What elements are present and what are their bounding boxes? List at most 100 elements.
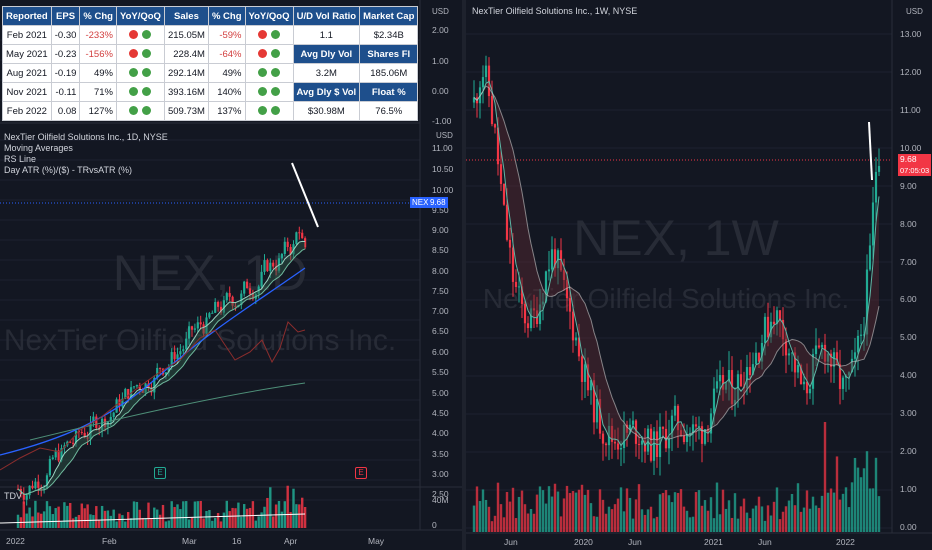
candle-body <box>523 303 527 324</box>
left-chart-pane[interactable]: NEX, 1D NexTier Oilfield Solutions Inc. US… <box>0 0 462 550</box>
sales-change-cell: 140% <box>207 82 246 102</box>
candle-body <box>745 367 749 389</box>
candle-body <box>622 424 626 449</box>
candle-body <box>214 301 217 313</box>
candle-body <box>48 459 51 476</box>
chart-title[interactable]: NexTier Oilfield Solutions Inc., 1W, NYS… <box>472 6 638 16</box>
volume-bar <box>478 501 482 532</box>
volume-bar <box>499 504 503 532</box>
volume-bar <box>805 490 809 532</box>
volume-bar <box>814 505 818 532</box>
candle-body <box>637 443 641 445</box>
volume-bar <box>655 516 659 532</box>
volume-bar <box>544 503 548 532</box>
price-axis-label: 0.00 <box>432 86 449 96</box>
candle-body <box>835 352 839 365</box>
candle-body <box>266 260 269 271</box>
indicator-atr[interactable]: Day ATR (%)/($) - TRvsATR (%) <box>4 165 132 175</box>
chart-title[interactable]: NexTier Oilfield Solutions Inc., 1D, NYS… <box>4 132 168 142</box>
volume-bar <box>228 511 231 528</box>
candle-body <box>199 322 202 325</box>
candle-body <box>263 260 266 272</box>
left-legend: NexTier Oilfield Solutions Inc., 1D, NYS… <box>4 132 168 176</box>
weekly-chart-canvas[interactable]: NEX, 1W NexTier Oilfield Solutions Inc. US… <box>466 0 932 550</box>
price-axis-label: 9.00 <box>900 181 917 191</box>
volume-bar <box>523 504 527 532</box>
volume-bar <box>16 514 20 528</box>
price-axis-label: 2.00 <box>432 25 449 35</box>
volume-bar <box>772 501 776 532</box>
volume-bar <box>502 517 506 532</box>
time-axis-label: 2021 <box>704 537 723 547</box>
volume-bar <box>57 506 60 528</box>
volume-bar <box>472 505 476 532</box>
pane-divider[interactable] <box>462 0 466 550</box>
candle-body <box>748 367 752 376</box>
volume-bar <box>565 485 569 532</box>
candle-body <box>661 426 665 429</box>
price-tag: 9.68 <box>428 197 448 208</box>
volume-bar <box>613 504 617 532</box>
earnings-marker[interactable]: E <box>154 467 166 479</box>
stat-cell: Avg Dly $ Vol <box>292 82 361 102</box>
upcoming-earnings-marker[interactable]: E <box>355 467 367 479</box>
candles <box>16 226 307 506</box>
indicator-rs-line[interactable]: RS Line <box>4 154 37 164</box>
price-axis-label: 3.00 <box>432 469 449 479</box>
stat-cell: $2.34B <box>359 25 419 45</box>
volume-bar <box>616 498 620 532</box>
volume-bar <box>28 507 31 528</box>
candle-body <box>838 364 842 389</box>
time-axis-label: 2022 <box>6 536 25 546</box>
candle-body <box>544 271 548 302</box>
volume-bar <box>652 518 656 532</box>
indicator-moving-averages[interactable]: Moving Averages <box>4 143 73 153</box>
volume-bar <box>559 516 563 532</box>
price-axis-label: 3.00 <box>900 408 917 418</box>
candle-body <box>269 262 272 271</box>
trend-line[interactable] <box>291 162 319 228</box>
volume-bar <box>69 502 72 528</box>
volume-bar <box>532 513 536 532</box>
candle-body <box>109 416 112 422</box>
time-axis-label: Apr <box>284 536 297 546</box>
candle-body <box>871 202 875 246</box>
volume-bar <box>124 521 127 528</box>
candle-body <box>499 164 503 184</box>
sales-cell: 292.14M <box>163 63 209 83</box>
volume-bar <box>673 492 677 532</box>
volume-bar <box>808 508 812 532</box>
volume-bar <box>826 492 830 532</box>
candle-body <box>190 326 194 330</box>
green-status-dot <box>258 87 267 97</box>
volume-bar <box>211 520 214 528</box>
green-status-dot <box>258 106 267 116</box>
green-status-dot <box>142 106 152 116</box>
candle-body <box>790 352 794 354</box>
candle-body <box>829 353 833 367</box>
time-axis-label: Jun <box>504 537 518 547</box>
candle-body <box>51 457 54 460</box>
reported-cell: Aug 2021 <box>2 63 52 83</box>
right-chart-pane[interactable]: NEX, 1W NexTier Oilfield Solutions Inc. US… <box>466 0 932 550</box>
volume-bar <box>254 520 257 528</box>
volume-bar <box>547 486 551 532</box>
volume-label[interactable]: TDV <box>4 491 22 501</box>
volume-bar <box>760 506 764 532</box>
stat-cell: 3.2M <box>292 63 361 83</box>
candle-body <box>28 485 31 496</box>
volume-bar <box>260 512 263 528</box>
candle-body <box>562 270 566 281</box>
candle-body <box>481 77 485 88</box>
volume-bar <box>832 492 836 532</box>
volume-bar <box>694 492 698 532</box>
eps-change-cell: -233% <box>79 25 117 45</box>
candle-body <box>568 298 572 312</box>
trend-line[interactable] <box>868 121 873 181</box>
volume-bar <box>141 518 144 528</box>
volume-bar <box>577 489 581 532</box>
candle-body <box>721 375 725 390</box>
volume-bar <box>505 491 509 532</box>
volume-bar <box>733 493 737 532</box>
